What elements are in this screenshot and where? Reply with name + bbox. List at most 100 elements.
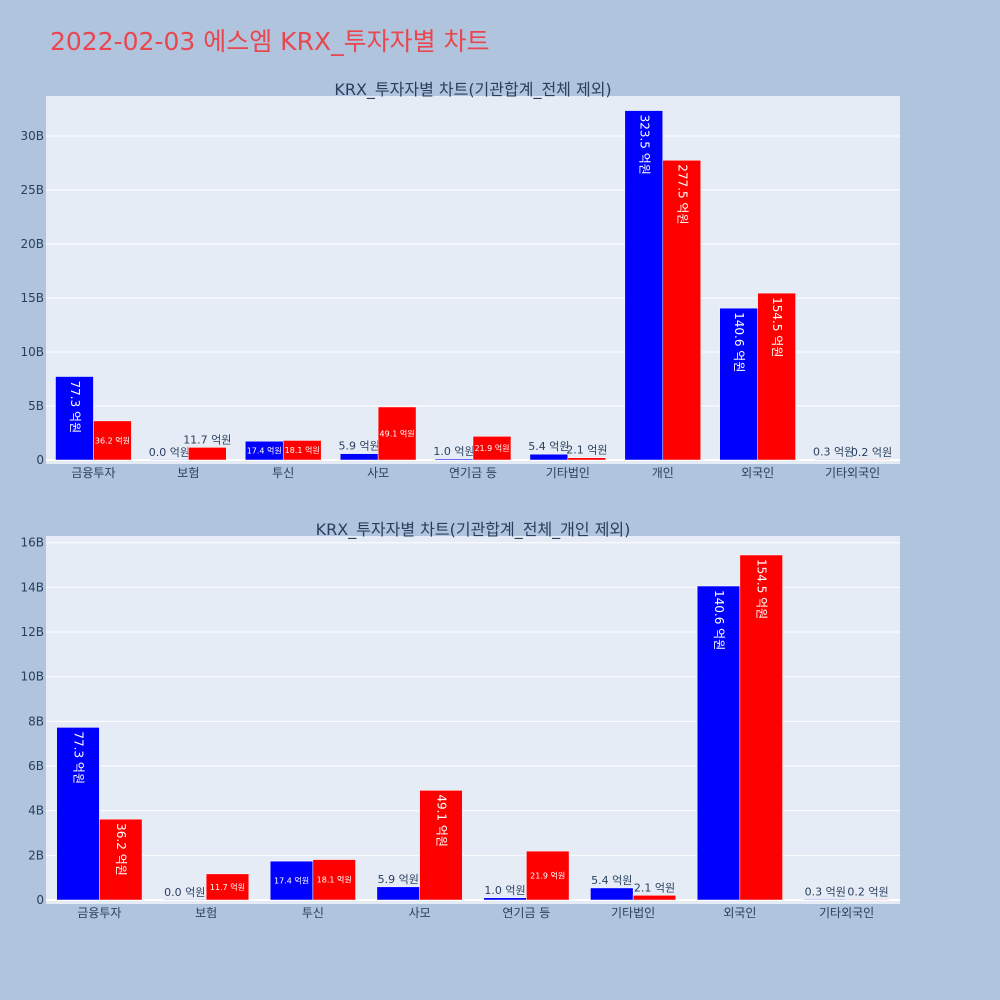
bar — [150, 459, 189, 461]
bar — [590, 887, 634, 901]
data-label: 21.9 억원 — [530, 870, 565, 880]
bar — [472, 436, 512, 461]
y-tick-label: 12B — [20, 625, 44, 639]
bar — [56, 727, 100, 901]
data-label: 323.5 억원 — [637, 115, 651, 175]
data-label: 0.3 억원 — [805, 885, 846, 898]
bar — [269, 860, 314, 901]
x-tick-label: 금융투자 — [71, 466, 115, 480]
y-tick-label: 10B — [20, 670, 44, 684]
x-tick-label: 투신 — [272, 466, 294, 480]
data-label: 77.3 억원 — [72, 731, 86, 784]
data-label: 0.0 억원 — [164, 886, 205, 899]
data-label: 140.6 억원 — [712, 590, 726, 650]
data-label: 77.3 억원 — [68, 381, 82, 434]
data-label: 1.0 억원 — [433, 445, 474, 458]
bar — [803, 899, 847, 901]
chart-1: KRX_투자자별 차트(기관합계_전체 제외) 0 5B 10B 15B 20B 25B 30… — [20, 80, 900, 480]
y-tick-label: 2B — [28, 848, 44, 862]
data-label: 5.4 억원 — [528, 440, 569, 453]
bar — [419, 790, 463, 901]
data-label: 11.7 억원 — [183, 433, 231, 446]
chart-2: KRX_투자자별 차트(기관합계_전체_개인 제외) 0 2B 4B 6B 8B 10B 12… — [20, 520, 900, 920]
data-label: 18.1 억원 — [317, 875, 352, 885]
data-label: 5.9 억원 — [378, 873, 419, 886]
data-label: 11.7 억원 — [210, 882, 245, 892]
y-tick-label: 20B — [20, 237, 44, 251]
bar — [624, 110, 664, 461]
bar — [93, 420, 132, 461]
data-label: 36.2 억원 — [114, 823, 128, 876]
data-label: 17.4 억원 — [274, 875, 309, 885]
data-label: 0.0 억원 — [149, 446, 190, 459]
data-label: 5.9 억원 — [339, 440, 380, 453]
data-label: 277.5 억원 — [675, 164, 689, 224]
bar — [163, 899, 207, 901]
data-label: 49.1 억원 — [380, 428, 415, 438]
data-label: 0.3 억원 — [813, 446, 854, 459]
bar — [205, 873, 250, 901]
bar — [529, 453, 569, 461]
data-label: 49.1 억원 — [434, 794, 448, 847]
y-tick-label: 8B — [28, 714, 44, 728]
data-label: 36.2 억원 — [95, 435, 130, 445]
data-label: 140.6 억원 — [732, 312, 746, 372]
x-tick-label: 기타외국인 — [825, 466, 880, 480]
bar — [312, 859, 356, 901]
x-tick-label: 연기금 등 — [449, 466, 497, 480]
data-label: 2.1 억원 — [634, 881, 675, 894]
data-label: 21.9 억원 — [474, 443, 509, 453]
page-title: 2022-02-03 에스엠 KRX_투자자별 차트 — [50, 27, 490, 56]
bar — [567, 457, 607, 461]
y-tick-label: 0 — [36, 893, 44, 907]
data-label: 2.1 억원 — [566, 444, 607, 457]
x-tick-label: 금융투자 — [77, 906, 121, 920]
bar — [377, 406, 417, 461]
bar — [719, 307, 758, 461]
bar — [483, 897, 527, 901]
bar — [814, 459, 853, 461]
x-tick-label: 사모 — [409, 906, 431, 920]
chart-title: KRX_투자자별 차트(기관합계_전체_개인 제외) — [316, 520, 631, 540]
data-label: 18.1 억원 — [285, 445, 320, 455]
y-tick-label: 6B — [28, 759, 44, 773]
bar — [99, 818, 143, 901]
data-label: 0.2 억원 — [851, 446, 892, 459]
bar — [696, 585, 741, 901]
bar — [55, 376, 94, 461]
y-tick-label: 4B — [28, 804, 44, 818]
x-tick-label: 보험 — [195, 906, 217, 920]
bar — [852, 459, 891, 461]
x-tick-label: 개인 — [652, 466, 674, 480]
x-tick-label: 외국인 — [723, 906, 756, 920]
bar — [662, 160, 701, 461]
data-label: 154.5 억원 — [770, 297, 784, 357]
x-tick-label: 외국인 — [741, 466, 774, 480]
x-tick-label: 사모 — [367, 466, 389, 480]
data-label: 0.2 억원 — [847, 886, 888, 899]
y-tick-label: 16B — [20, 536, 44, 550]
bar — [526, 850, 570, 901]
y-tick-label: 15B — [20, 291, 44, 305]
chart-title: KRX_투자자별 차트(기관합계_전체 제외) — [334, 80, 611, 100]
y-tick-label: 14B — [20, 580, 44, 594]
x-tick-label: 기타법인 — [546, 466, 590, 480]
bar — [846, 899, 890, 901]
y-tick-label: 5B — [28, 399, 44, 413]
x-tick-label: 투신 — [302, 906, 324, 920]
bar — [188, 447, 227, 461]
data-label: 17.4 억원 — [247, 445, 282, 455]
data-label: 154.5 억원 — [755, 559, 769, 619]
data-label: 1.0 억원 — [484, 884, 525, 897]
y-tick-label: 25B — [20, 183, 44, 197]
x-tick-label: 기타외국인 — [819, 906, 874, 920]
data-label: 5.4 억원 — [591, 874, 632, 887]
bar — [339, 453, 379, 461]
x-tick-label: 연기금 등 — [502, 906, 550, 920]
bar — [434, 458, 474, 461]
y-tick-label: 30B — [20, 129, 44, 143]
bar — [376, 886, 420, 901]
bar — [739, 554, 783, 901]
x-tick-label: 보험 — [177, 466, 199, 480]
